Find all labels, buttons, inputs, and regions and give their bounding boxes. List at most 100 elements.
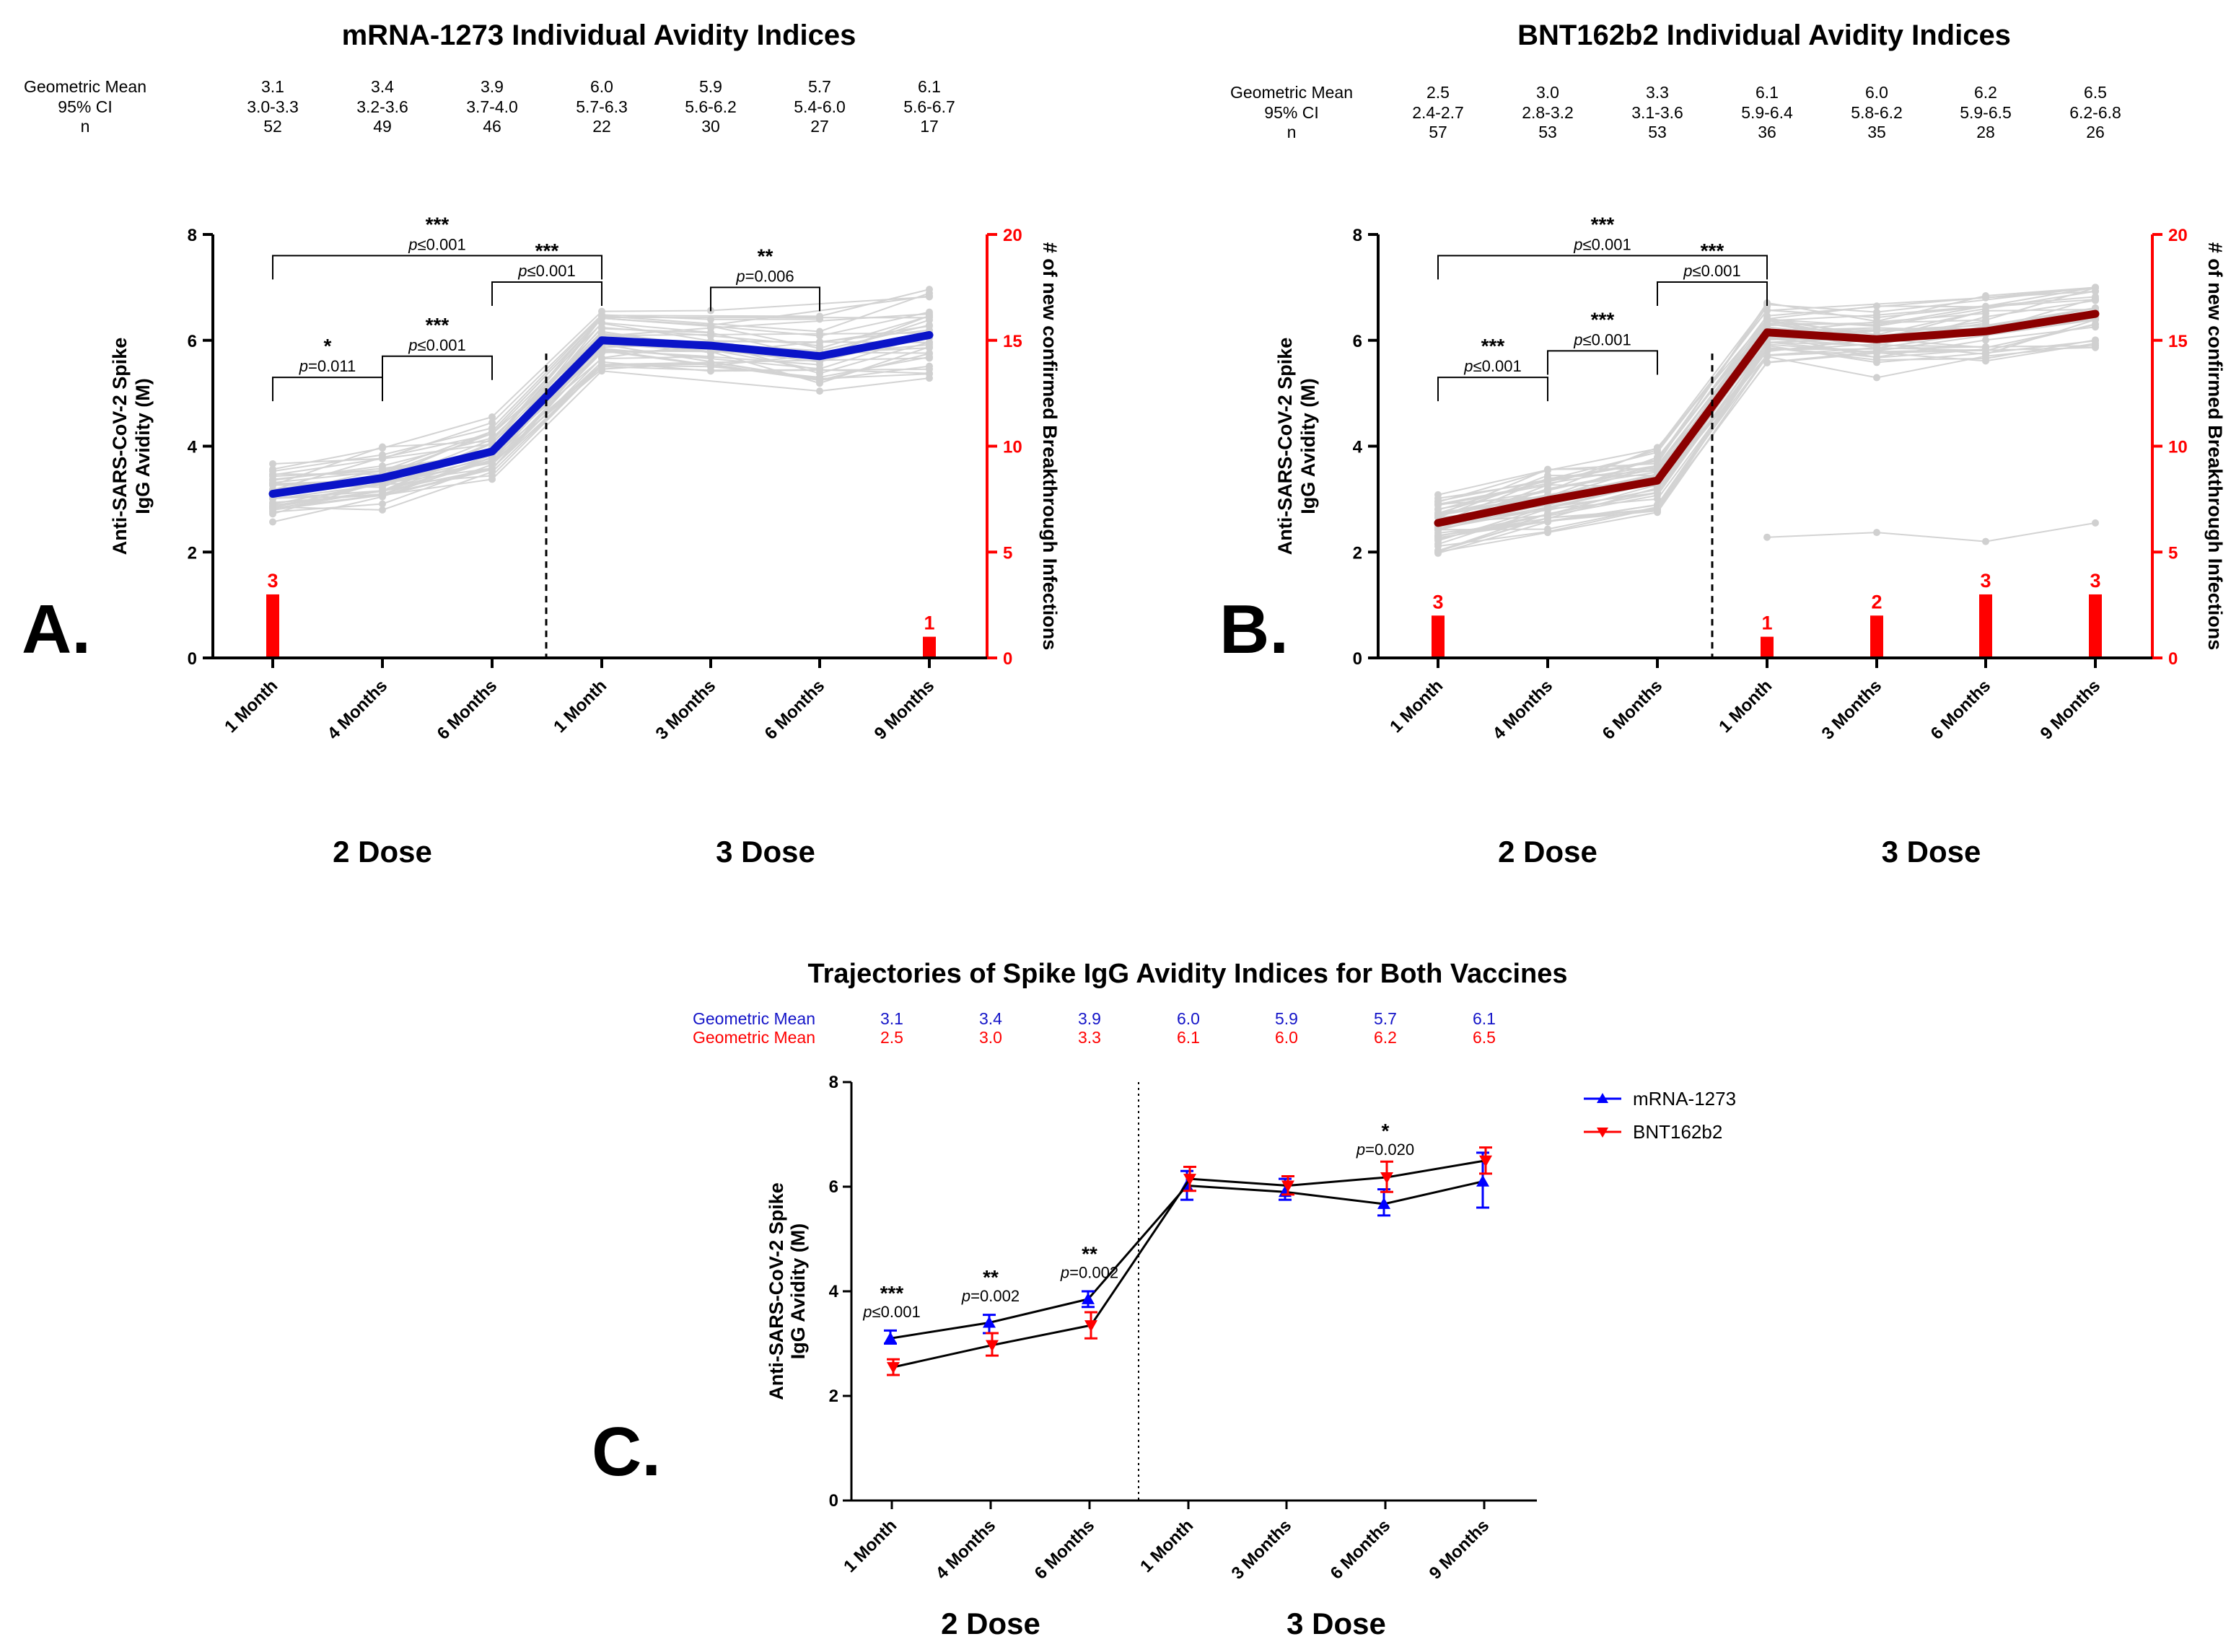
y-tick-label: 2 (188, 543, 197, 563)
x-tick-label: 1 Month (221, 676, 281, 737)
y-axis-title-line: IgG Avidity (M) (132, 378, 154, 514)
header-value: 30 (701, 117, 720, 136)
individual-point (598, 361, 605, 369)
header-value: 6.1 (1756, 83, 1779, 102)
significance-stars: ** (1082, 1243, 1097, 1265)
x-tick-label: 1 Month (550, 676, 610, 737)
p-symbol: p (1683, 262, 1692, 280)
individual-point (816, 366, 823, 374)
p-symbol: p (517, 262, 527, 280)
header-value: 6.2 (1374, 1028, 1397, 1047)
y-tick-label: 2 (1353, 543, 1362, 563)
p-symbol: p (1573, 235, 1582, 253)
significance-p-value: p=0.002 (1060, 1264, 1118, 1282)
breakthrough-bar (1432, 615, 1445, 658)
significance-stars: *** (426, 314, 450, 336)
significance-p-value: p≤0.001 (408, 235, 465, 253)
chart-title: Trajectories of Spike IgG Avidity Indice… (807, 959, 1567, 989)
individual-point (1654, 462, 1661, 470)
panel-a: mRNA-1273 Individual Avidity Indices Geom… (22, 19, 1061, 869)
p-value-text: ≤0.001 (1583, 330, 1631, 348)
individual-point (379, 506, 386, 514)
header-value: 2.4-2.7 (1412, 103, 1464, 122)
geometric-mean-line (268, 330, 934, 498)
header-value: 17 (920, 117, 939, 136)
header-value: 36 (1758, 123, 1776, 141)
y-axis-title-line: IgG Avidity (M) (787, 1223, 809, 1360)
significance-bracket (272, 255, 602, 280)
individual-point (379, 480, 386, 488)
header-value: 3.0-3.3 (247, 97, 299, 116)
individual-point (598, 355, 605, 363)
header-value: 49 (373, 117, 392, 136)
individual-point (1544, 512, 1551, 520)
header-value: 6.2 (1974, 83, 1997, 102)
individual-point (816, 361, 823, 369)
significance-stars: *** (1591, 308, 1615, 330)
dose-group-label: 3 Dose (716, 835, 815, 869)
individual-trajectory (1437, 286, 2096, 503)
header-value: 6.5 (2084, 83, 2107, 102)
header-value: 3.3 (1646, 83, 1669, 102)
header-value: 57 (1429, 123, 1447, 141)
header-value: 27 (810, 117, 829, 136)
header-value: 3.0 (1536, 83, 1559, 102)
p-value-text: =0.020 (1365, 1141, 1414, 1159)
significance-p-value: p≤0.001 (862, 1303, 920, 1321)
y-axis-title-line: Anti-SARS-CoV-2 Spike (766, 1182, 787, 1400)
data-marker (1281, 1180, 1294, 1192)
header-row-label: Geometric Mean (1230, 83, 1353, 102)
individual-point (1434, 542, 1442, 550)
breakthrough-bar (1761, 636, 1774, 658)
header-value: 3.1-3.6 (1631, 103, 1683, 122)
individual-point (1982, 349, 1989, 357)
individual-point (269, 501, 276, 509)
data-marker (1476, 1174, 1489, 1187)
header-value: 5.9 (1275, 1009, 1298, 1028)
breakthrough-bar (2089, 594, 2102, 658)
individual-point (488, 436, 496, 444)
p-value-text: =0.002 (1069, 1264, 1118, 1282)
data-marker (884, 1332, 897, 1344)
header-value: 3.1 (261, 77, 284, 96)
significance-stars: *** (880, 1282, 904, 1304)
y-axis-title: Anti-SARS-CoV-2 SpikeIgG Avidity (M) (1274, 338, 1319, 555)
x-tick-label: 3 Months (1228, 1516, 1296, 1583)
individual-trajectory (272, 370, 930, 511)
individual-point (269, 470, 276, 478)
x-tick-label: 6 Months (1599, 676, 1667, 744)
header-value: 6.0 (1275, 1028, 1298, 1047)
y-right-tick-label: 0 (2168, 649, 2178, 669)
significance-p-value: p≤0.001 (1573, 235, 1631, 253)
header-value: 5.6-6.7 (903, 97, 955, 116)
individual-point (1982, 357, 1989, 365)
y-tick-label: 6 (829, 1177, 838, 1197)
x-tick-label: 4 Months (1489, 676, 1557, 744)
individual-point (926, 293, 933, 301)
individual-trajectory (272, 356, 930, 515)
individual-point (926, 349, 933, 357)
header-value: 35 (1867, 123, 1886, 141)
individual-point (1544, 475, 1551, 483)
p-value-text: ≤0.001 (418, 336, 466, 354)
individual-point (1982, 336, 1989, 344)
legend-marker (1597, 1128, 1608, 1138)
header-value: 5.4-6.0 (794, 97, 846, 116)
header-row-label: n (81, 117, 90, 136)
series-line (890, 1180, 1483, 1340)
header-value: 3.4 (371, 77, 394, 96)
header-value: 5.9 (699, 77, 722, 96)
p-symbol: p (961, 1287, 970, 1305)
x-tick-label: 6 Months (1927, 676, 1995, 744)
individual-point (1763, 533, 1771, 541)
individual-point (269, 460, 276, 467)
individual-point (1544, 485, 1551, 493)
individual-point (1873, 529, 1880, 537)
p-symbol: p (1060, 1264, 1069, 1282)
significance-stars: *** (1481, 335, 1505, 357)
p-value-text: =0.006 (745, 267, 794, 285)
significance-bracket (491, 281, 602, 307)
significance-p-value: p=0.011 (299, 357, 356, 375)
significance-p-value: p≤0.001 (517, 262, 575, 280)
header-value: 6.5 (1473, 1028, 1496, 1047)
